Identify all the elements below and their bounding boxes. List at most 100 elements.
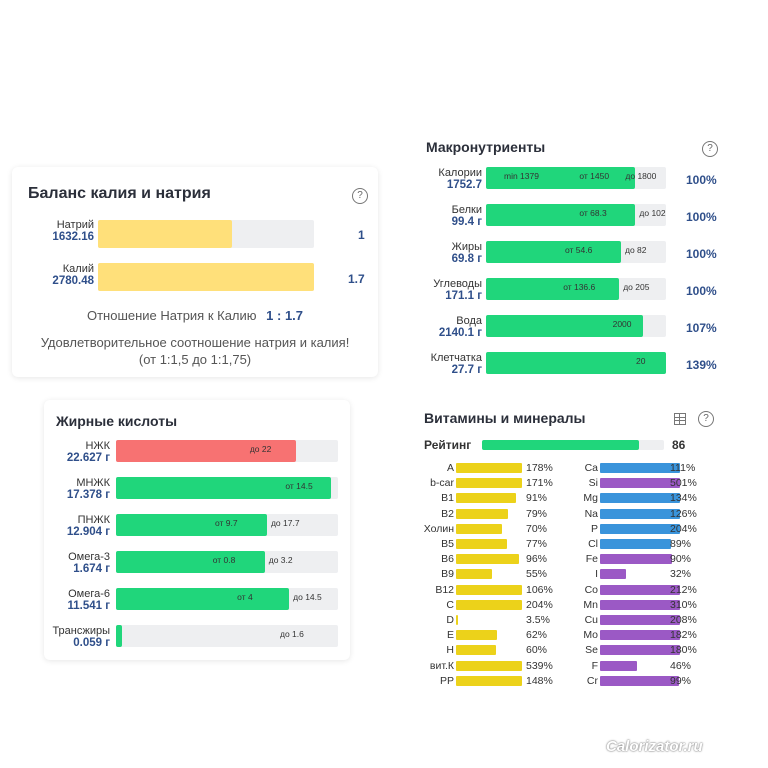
help-icon[interactable]: ? xyxy=(702,141,718,157)
macro-track: от 54.6 до 82 xyxy=(486,241,666,263)
mineral-bar xyxy=(600,493,680,504)
sodium-name: Натрий xyxy=(56,219,94,231)
ratio-text: Отношение Натрия к Калию xyxy=(86,308,257,323)
mineral-bar xyxy=(600,675,680,686)
macro-mark: от 54.6 xyxy=(565,245,593,255)
macro-percent: 100% xyxy=(686,173,717,187)
ratio-value: 1 : 1.7 xyxy=(266,308,304,323)
balance-title: Баланс калия и натрия xyxy=(28,185,211,202)
macro-mark: до 1800 xyxy=(625,171,657,181)
vitamin-bar xyxy=(456,554,520,565)
fatty-bar xyxy=(116,514,267,536)
mineral-name: Na xyxy=(584,507,598,520)
vitamin-percent: 96% xyxy=(526,553,548,566)
macro-track: от 68.3 до 102 xyxy=(486,204,666,226)
mineral-name: P xyxy=(590,522,598,535)
mineral-bar xyxy=(600,645,680,656)
vitamin-percent: 55% xyxy=(526,568,548,581)
vitamin-percent: 3.5% xyxy=(526,614,550,626)
macro-bar xyxy=(486,204,636,226)
rating-value: 86 xyxy=(672,438,686,452)
macro-mark: до 102 xyxy=(639,208,666,218)
macro-value: 27.7 г xyxy=(451,364,482,376)
help-icon[interactable]: ? xyxy=(698,411,714,427)
vitamin-percent: 204% xyxy=(526,598,553,611)
vitamin-name: b-car xyxy=(430,477,454,490)
fatty-track: от 9.7 до 17.7 xyxy=(116,514,338,536)
vitamin-percent: 77% xyxy=(526,538,548,550)
vitamin-bar xyxy=(456,630,497,641)
macro-percent: 100% xyxy=(686,284,717,298)
vitamins-card: Витамины и минералы ? Рейтинг 86 A 178% b-… xyxy=(410,402,724,687)
mineral-name: Se xyxy=(585,644,598,657)
rating-label: Рейтинг xyxy=(424,438,472,452)
mineral-bar xyxy=(600,508,680,519)
fatty-title: Жирные кислоты xyxy=(56,413,178,429)
vitamin-percent: 106% xyxy=(526,583,553,596)
vitamin-bar xyxy=(456,645,496,656)
fatty-mark: от 0.8 xyxy=(212,555,236,565)
vitamin-name: E xyxy=(446,629,454,642)
vitamin-bar xyxy=(456,675,522,686)
sodium-ratio: 1 xyxy=(358,228,365,242)
macro-label: Белки 99.4 г xyxy=(414,204,482,228)
sodium-bar xyxy=(98,220,232,248)
macro-card: Макронутриенты ? Калории 1752.7 min 1379 от… xyxy=(414,134,724,382)
mineral-bar xyxy=(600,615,680,625)
macro-track: min 1379 от 1450 до 1800 xyxy=(486,167,666,189)
ratio-line: Отношение Натрия к Калию 1 : 1.7 xyxy=(12,308,378,323)
table-icon[interactable] xyxy=(674,413,686,425)
macro-mark: 20 xyxy=(636,356,646,366)
potassium-ratio: 1.7 xyxy=(348,272,365,286)
fatty-track: от 4 до 14.5 xyxy=(116,588,338,610)
vitamin-name: D xyxy=(446,614,454,626)
macro-name: Вода xyxy=(456,315,482,327)
mineral-bar xyxy=(600,569,626,580)
fatty-mark: от 4 xyxy=(237,592,253,602)
vitamin-bar xyxy=(456,478,522,489)
vitamin-name: Холин xyxy=(423,522,454,535)
macro-bar xyxy=(486,167,636,189)
vitamin-name: B6 xyxy=(441,553,454,566)
vitamins-title: Витамины и минералы xyxy=(424,410,586,426)
macro-percent: 100% xyxy=(686,247,717,261)
watermark: Calorizator.ru xyxy=(606,738,703,755)
macro-bar xyxy=(486,352,666,374)
fatty-name: МНЖК xyxy=(76,477,110,489)
vitamin-name: вит.К xyxy=(429,659,454,672)
fatty-label: НЖК 22.627 г xyxy=(44,440,110,464)
macro-mark: до 205 xyxy=(623,282,650,292)
fatty-mark: до 17.7 xyxy=(270,518,300,528)
fatty-label: МНЖК 17.378 г xyxy=(44,477,110,501)
vitamin-name: B9 xyxy=(441,568,454,581)
vitamin-bar xyxy=(456,615,459,625)
mineral-name: Cl xyxy=(588,538,598,550)
fatty-track: до 22 xyxy=(116,440,338,462)
macro-track: от 136.6 до 205 xyxy=(486,278,666,300)
fatty-bar xyxy=(116,551,265,573)
vitamin-bar xyxy=(456,493,517,504)
fatty-name: Трансжиры xyxy=(52,625,110,637)
fatty-track: от 14.5 xyxy=(116,477,338,499)
vitamin-name: C xyxy=(446,598,454,611)
fatty-name: ПНЖК xyxy=(77,514,110,526)
ratio-range: (от 1:1,5 до 1:1,75) xyxy=(138,352,252,367)
fatty-mark: от 14.5 xyxy=(285,481,313,491)
sodium-track xyxy=(98,220,314,248)
macro-name: Белки xyxy=(451,204,482,216)
macro-bar xyxy=(486,278,620,300)
vitamin-name: PP xyxy=(439,674,454,687)
fatty-mark: до 1.6 xyxy=(280,629,304,639)
potassium-name: Калий xyxy=(62,263,94,275)
vitamin-name: B5 xyxy=(441,538,454,550)
mineral-percent: 99% xyxy=(670,674,692,687)
mineral-name: Cu xyxy=(584,614,598,626)
fatty-bar xyxy=(116,588,290,610)
rating-bar xyxy=(482,440,639,450)
macro-value: 1752.7 xyxy=(446,179,482,191)
vitamin-bar xyxy=(456,660,522,671)
macro-mark: от 68.3 xyxy=(579,208,607,218)
mineral-percent: 501% xyxy=(670,477,697,490)
help-icon[interactable]: ? xyxy=(352,188,368,204)
macro-name: Углеводы xyxy=(433,278,482,290)
